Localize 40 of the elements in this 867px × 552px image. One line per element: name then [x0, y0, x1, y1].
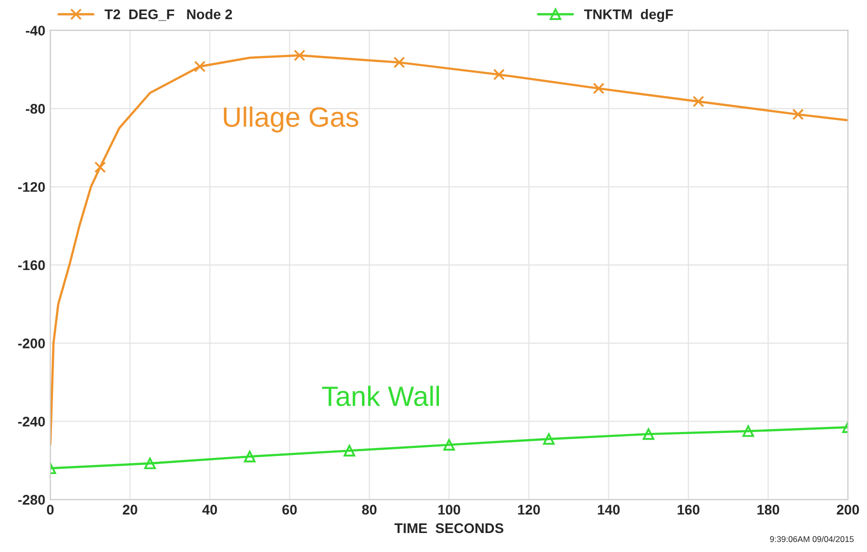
x-tick-label: 100: [438, 504, 460, 515]
x-tick-label: 80: [362, 504, 376, 515]
x-axis-title: TIME SECONDS: [394, 523, 504, 534]
point: [592, 82, 604, 94]
point: [443, 439, 455, 451]
point: [393, 56, 406, 68]
y-tick-label: -280: [18, 494, 45, 505]
point: [642, 428, 654, 440]
point: [294, 50, 306, 62]
y-tick-label: -200: [18, 338, 45, 348]
point: [692, 96, 704, 108]
point: [742, 425, 754, 437]
x-tick-label: 0: [46, 504, 54, 515]
point: [344, 444, 356, 456]
x-tick-label: 180: [757, 504, 780, 515]
x-tick-label: 120: [518, 504, 540, 515]
y-tick-label: -40: [26, 26, 45, 36]
annotation: Ullage Gas: [224, 106, 358, 132]
point: [244, 450, 256, 462]
x-tick-label: 160: [678, 504, 700, 515]
legend-label: T2 DEG_F Node 2: [104, 9, 232, 21]
annotation: Tank Wall: [322, 386, 439, 406]
x-tick-label: 20: [122, 504, 138, 515]
point: [194, 60, 206, 72]
y-tick-label: -160: [18, 260, 45, 270]
x-tick-label: 200: [836, 504, 859, 515]
legend-label: TNKTM degF: [584, 9, 673, 22]
x-tick-label: 40: [202, 504, 217, 515]
y-tick-label: -120: [18, 182, 45, 192]
point: [792, 108, 804, 120]
point: [94, 161, 106, 173]
x-tick-label: 140: [598, 504, 620, 515]
point: [543, 433, 555, 445]
x-tick-label: 60: [282, 504, 297, 515]
line-series: [50, 54, 848, 446]
y-tick-label: -240: [18, 416, 45, 427]
text: 9:39:06AM 09/04/2015: [770, 536, 854, 542]
point: [493, 68, 505, 80]
y-tick-label: -80: [26, 104, 45, 114]
point: [144, 458, 156, 470]
